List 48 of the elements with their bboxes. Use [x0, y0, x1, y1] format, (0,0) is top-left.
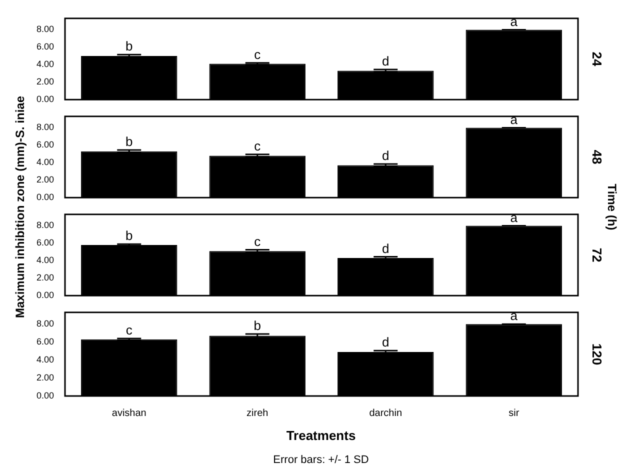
y-tick-label: 8.00	[36, 122, 54, 132]
annotation: d	[382, 54, 390, 69]
annotation: c	[254, 47, 262, 62]
y-tick-label: 0.00	[36, 192, 54, 202]
x-tick-label: zireh	[246, 408, 268, 419]
y-tick-label: 4.00	[36, 255, 54, 266]
y-tick-label: 6.00	[36, 336, 54, 347]
x-tick-label: sir	[508, 408, 520, 419]
y-tick-label: 0.00	[36, 290, 54, 300]
y-tick-label: 0.00	[36, 390, 54, 400]
y2-axis-title: 48	[589, 150, 604, 164]
y-axis-title: Maximum inhibition zone (mm)-S. iniae	[13, 96, 27, 318]
annotation: a	[510, 210, 518, 225]
x-axis-title: Treatments	[286, 428, 356, 443]
annotation: a	[510, 112, 518, 127]
y-tick-label: 8.00	[36, 24, 54, 34]
y-tick-label: 6.00	[36, 42, 54, 52]
annotation: b	[126, 228, 133, 244]
y-tick-label: 2.00	[36, 174, 54, 185]
y2-axis-title: 72	[589, 248, 604, 262]
y-tick-label: 6.00	[36, 238, 54, 248]
x-tick-label: avishan	[112, 408, 146, 419]
annotation: c	[254, 138, 262, 154]
annotation: b	[126, 134, 133, 150]
y-tick-label: 0.00	[36, 94, 54, 104]
y-tick-label: 6.00	[36, 140, 54, 150]
y2-axis-title: 24	[589, 52, 604, 67]
y-tick-label: 4.00	[36, 157, 54, 168]
annotation: d	[382, 240, 390, 256]
y-tick-label: 2.00	[36, 372, 54, 383]
text: Error bars: +/- 1 SD	[273, 454, 369, 466]
annotation: d	[382, 334, 390, 350]
y-tick-label: 2.00	[36, 76, 54, 87]
annotation: b	[126, 38, 133, 54]
annotation: c	[254, 234, 262, 249]
y2-axis-title: 120	[589, 343, 604, 366]
text: Time (h)	[605, 184, 619, 230]
y-tick-label: 2.00	[36, 272, 54, 283]
annotation: d	[382, 148, 390, 164]
annotation: c	[126, 322, 133, 338]
annotation: b	[254, 318, 261, 334]
x-tick-label: darchin	[369, 408, 402, 419]
annotation: a	[510, 14, 518, 29]
y-tick-label: 4.00	[36, 354, 54, 365]
y-tick-label: 4.00	[36, 59, 54, 70]
y-tick-label: 8.00	[36, 318, 54, 329]
y-tick-label: 8.00	[36, 220, 54, 230]
annotation: a	[510, 308, 518, 324]
